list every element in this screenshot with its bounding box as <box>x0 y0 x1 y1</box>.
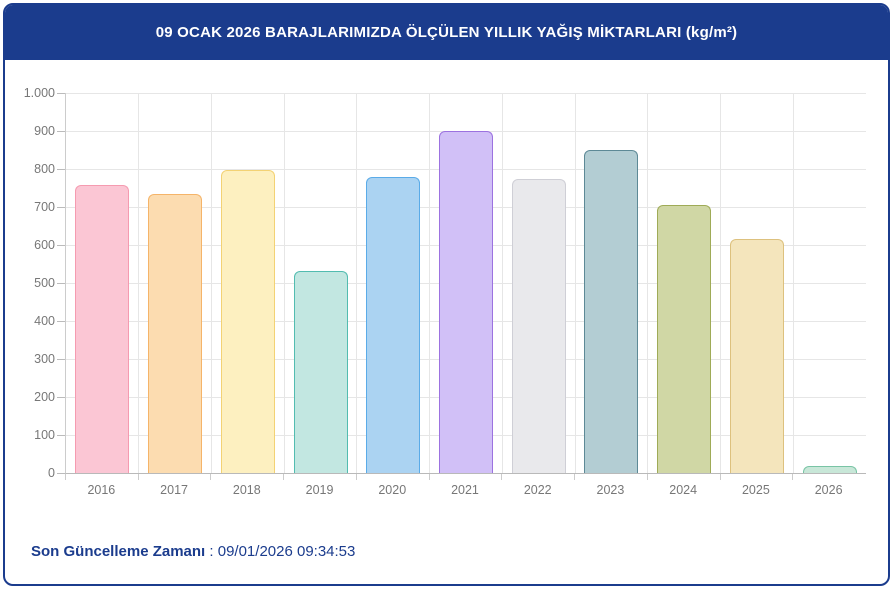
v-gridline <box>574 93 576 473</box>
x-axis-tick <box>792 474 794 480</box>
y-axis-tick-label: 100 <box>34 428 55 442</box>
y-axis-tick-label: 900 <box>34 124 55 138</box>
bar-2019[interactable] <box>293 270 348 473</box>
y-axis-tick-label: 300 <box>34 352 55 366</box>
y-axis-tick <box>57 93 65 94</box>
v-gridline <box>647 93 649 473</box>
bar-chart: 0 100 200 300 400 500 600 700 800 900 1.000 2016 20… <box>5 60 888 515</box>
y-axis-tick-label: 1.000 <box>23 86 55 100</box>
v-gridline <box>138 93 140 473</box>
x-axis-tick-label: 2020 <box>378 483 407 497</box>
y-axis-tick <box>57 397 65 398</box>
y-axis-tick <box>57 169 65 170</box>
x-axis-tick <box>137 474 139 480</box>
x-axis-tick <box>646 474 648 480</box>
y-axis-tick-label: 500 <box>34 276 55 290</box>
chart-card: 09 OCAK 2026 BARAJLARIMIZDA ÖLÇÜLEN YILL… <box>3 3 890 586</box>
bar-2024[interactable] <box>657 204 712 473</box>
y-axis-tick-label: 400 <box>34 314 55 328</box>
y-axis-tick-label: 800 <box>34 162 55 176</box>
y-axis-tick-label: 700 <box>34 200 55 214</box>
x-axis-tick-label: 2021 <box>451 483 479 497</box>
last-update-separator: : <box>205 543 218 560</box>
x-axis-tick <box>355 474 357 480</box>
y-axis-tick <box>57 359 65 360</box>
x-axis-tick-label: 2024 <box>669 483 698 497</box>
v-gridline <box>283 93 285 473</box>
last-update: Son Güncelleme Zamanı : 09/01/2026 09:34… <box>31 543 355 560</box>
v-gridline <box>792 93 794 473</box>
bar-2023[interactable] <box>584 150 639 473</box>
x-axis-tick-label: 2016 <box>87 483 116 497</box>
x-axis-tick <box>283 474 285 480</box>
x-axis-tick-label: 2018 <box>232 483 261 497</box>
x-axis-tick <box>719 474 721 480</box>
last-update-label: Son Güncelleme Zamanı <box>31 543 206 560</box>
plot-area <box>65 92 866 474</box>
v-gridline <box>210 93 212 473</box>
x-axis-tick-label: 2019 <box>305 483 334 497</box>
bar-2018[interactable] <box>220 169 275 473</box>
bar-2025[interactable] <box>729 238 784 473</box>
x-axis-tick-label: 2025 <box>741 483 770 497</box>
y-axis-tick <box>57 283 65 284</box>
bar-2020[interactable] <box>366 177 421 473</box>
y-axis-tick <box>57 131 65 132</box>
bar-2017[interactable] <box>148 194 203 473</box>
x-axis-tick-label: 2023 <box>596 483 625 497</box>
x-axis-tick-label: 2022 <box>523 483 552 497</box>
x-axis-tick-label: 2026 <box>814 483 843 497</box>
v-gridline <box>720 93 722 473</box>
x-axis-tick <box>574 474 576 480</box>
chart-header: 09 OCAK 2026 BARAJLARIMIZDA ÖLÇÜLEN YILL… <box>5 5 888 60</box>
y-axis-tick-label: 0 <box>48 466 55 480</box>
v-gridline <box>356 93 358 473</box>
bar-2021[interactable] <box>439 131 493 473</box>
y-axis-tick <box>57 473 65 474</box>
bar-2022[interactable] <box>511 178 566 473</box>
x-axis-tick <box>210 474 212 480</box>
x-axis-tick <box>428 474 430 480</box>
x-axis-tick <box>65 474 66 480</box>
bar-2026[interactable] <box>802 466 857 473</box>
x-axis-tick <box>501 474 503 480</box>
h-gridline <box>66 92 866 94</box>
bar-2016[interactable] <box>75 185 130 473</box>
y-axis-tick-label: 600 <box>34 238 55 252</box>
v-gridline <box>429 93 431 473</box>
last-update-timestamp: 09/01/2026 09:34:53 <box>217 543 356 560</box>
x-axis-tick-label: 2017 <box>160 483 188 497</box>
chart-title: 09 OCAK 2026 BARAJLARIMIZDA ÖLÇÜLEN YILL… <box>155 24 738 41</box>
v-gridline <box>501 93 503 473</box>
y-axis-tick <box>57 435 65 436</box>
y-axis-tick-label: 200 <box>34 390 55 404</box>
y-axis-tick <box>57 321 65 322</box>
y-axis-tick <box>57 207 65 208</box>
y-axis-tick <box>57 245 65 246</box>
